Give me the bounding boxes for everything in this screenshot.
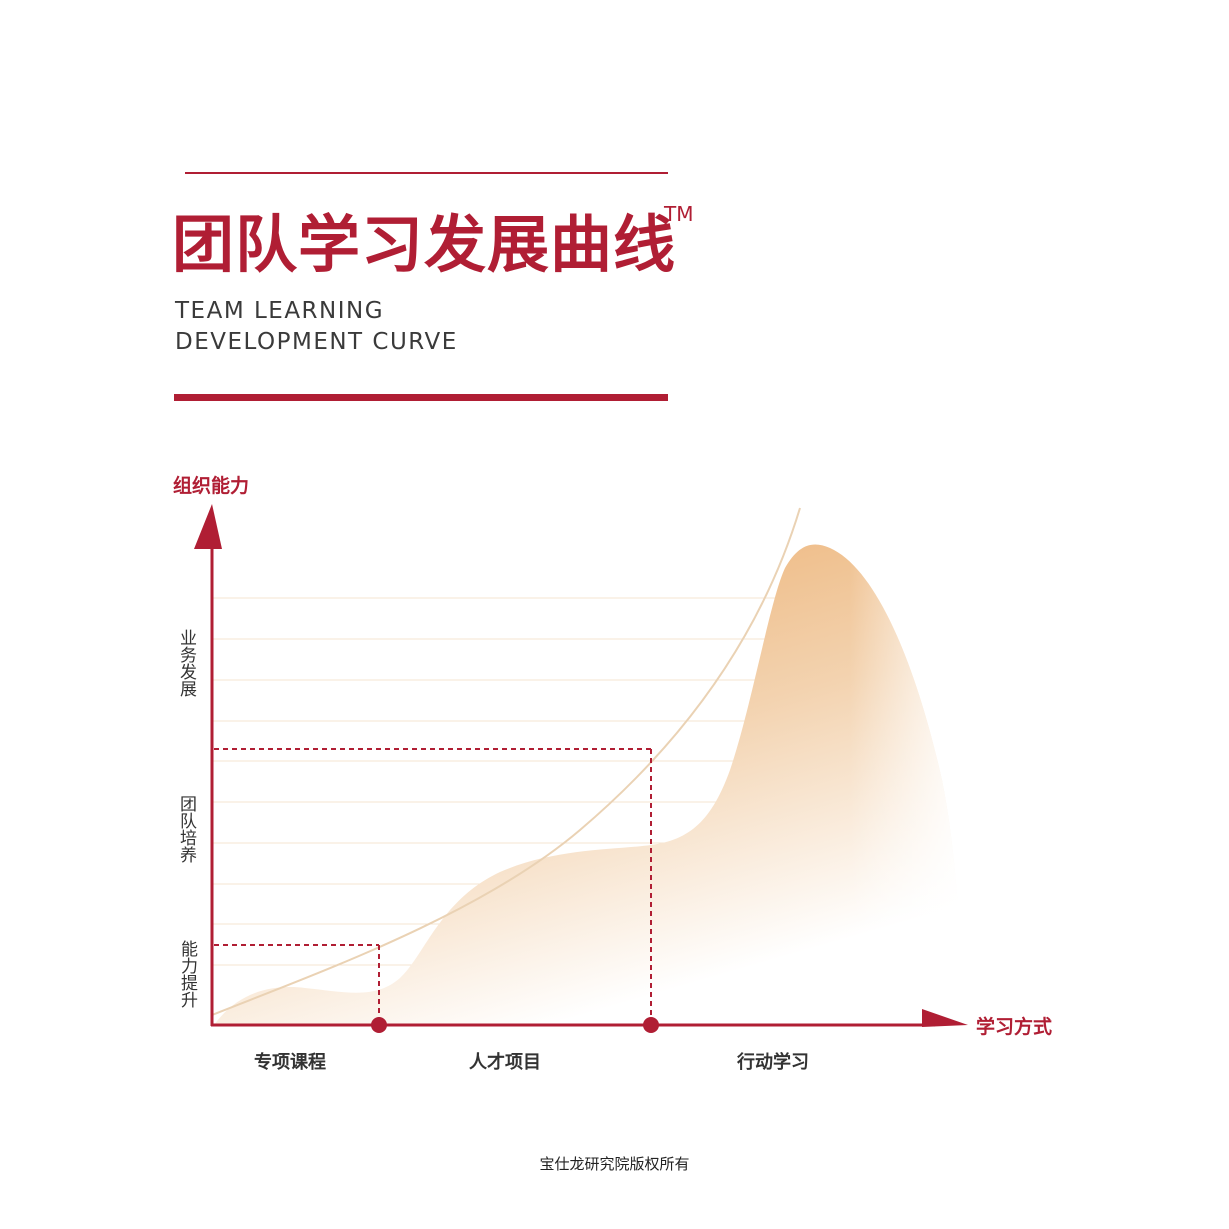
copyright-notice: 宝仕龙研究院版权所有: [539, 1155, 690, 1173]
grid-lines: [212, 597, 775, 966]
english-title-line-1: TEAM LEARNING: [175, 298, 385, 324]
page-title: 团队学习发展曲线: [172, 208, 677, 281]
y-axis-title: 组织能力: [173, 475, 250, 497]
y-axis-arrow: [194, 504, 222, 549]
english-title-line-2: DEVELOPMENT CURVE: [175, 329, 458, 355]
trademark-mark: TM: [664, 202, 694, 226]
x-axis-arrow: [922, 1009, 968, 1027]
stage-marker-2: [643, 1017, 659, 1033]
y-level-label-team: 团队培养: [176, 795, 196, 863]
y-level-label-business: 业务发展: [176, 629, 196, 697]
stage-marker-1: [371, 1017, 387, 1033]
top-rule: [185, 172, 668, 174]
dashed-guides: [214, 748, 652, 1024]
x-stage-label-courses: 专项课程: [254, 1052, 326, 1073]
bottom-rule: [174, 394, 668, 401]
growth-curve: [211, 507, 801, 1016]
y-level-label-capability: 能力提升: [177, 940, 197, 1008]
x-stage-label-action: 行动学习: [737, 1052, 809, 1073]
x-stage-label-talent: 人才项目: [469, 1052, 541, 1073]
area-fade-overlay: [214, 544, 962, 1025]
x-axis-title: 学习方式: [976, 1016, 1053, 1038]
